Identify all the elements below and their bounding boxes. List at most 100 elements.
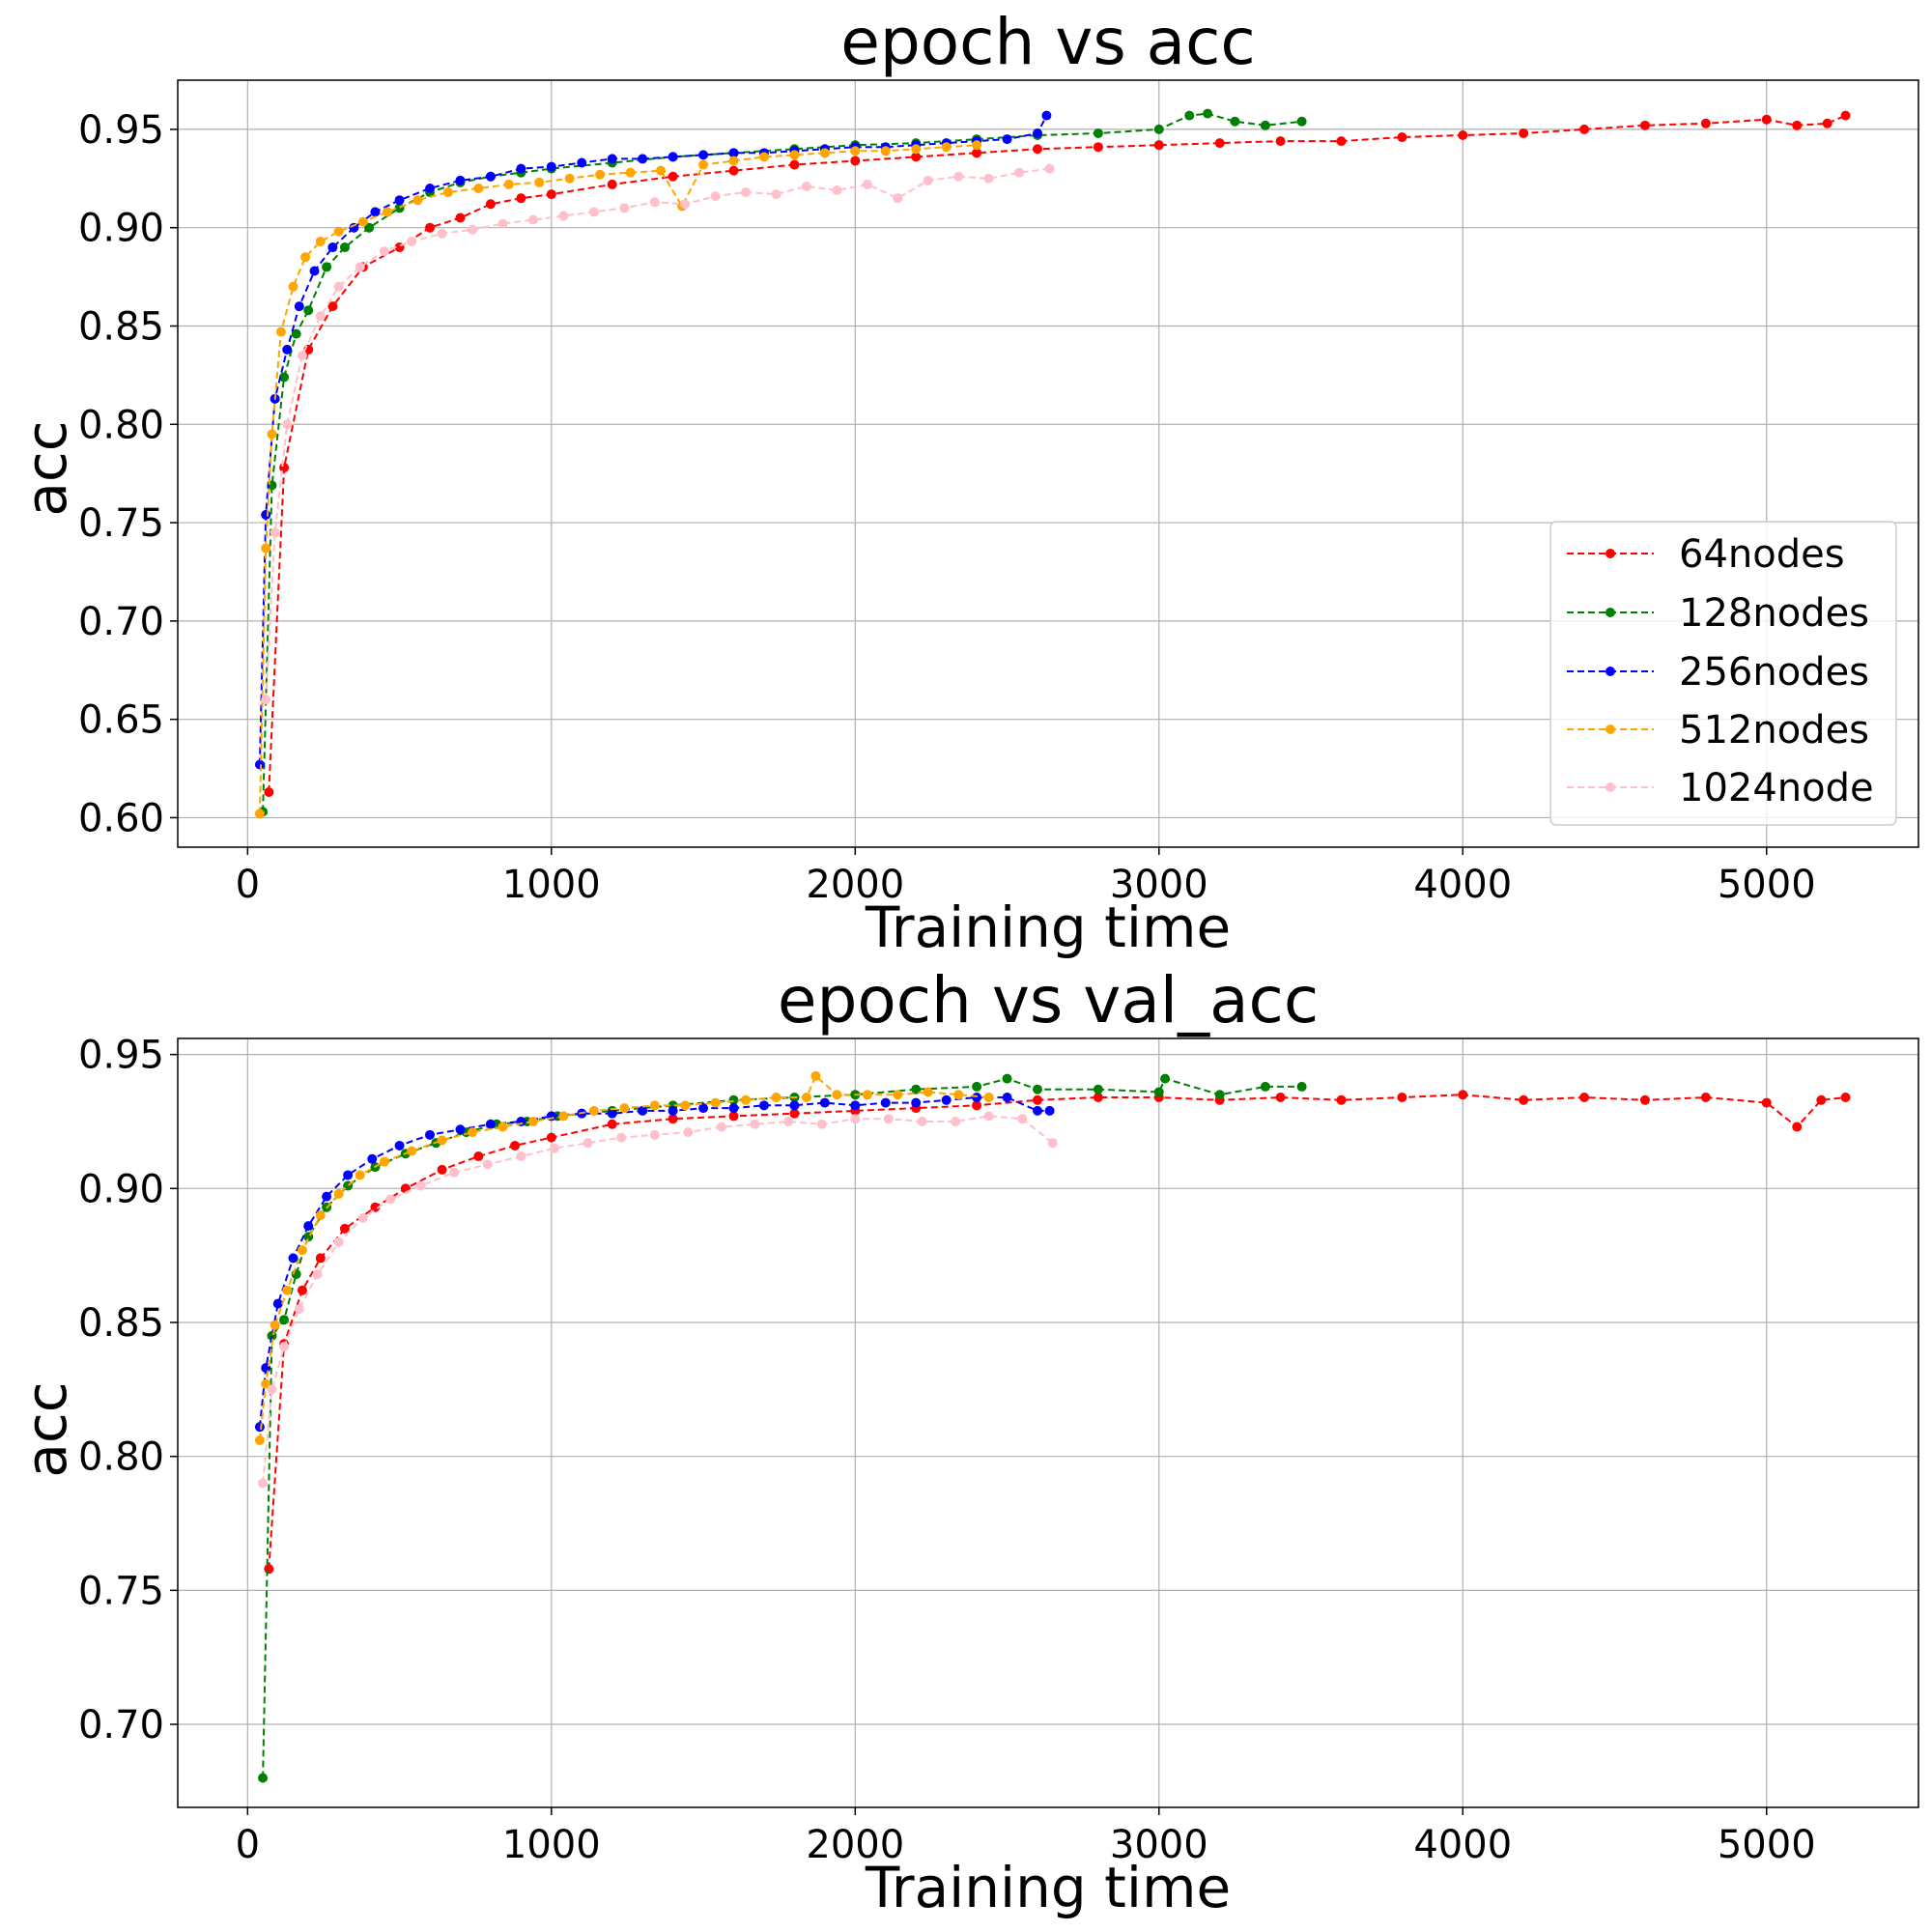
- legend: 64nodes 128nodes 256nodes 512nodes 1024n: [1549, 521, 1897, 826]
- y-tick-label: 0.70: [78, 600, 164, 644]
- x-axis-label: Training time: [865, 895, 1231, 960]
- y-tick-label: 0.90: [78, 207, 164, 251]
- series-64nodes-point: [1816, 1094, 1827, 1105]
- series-256nodes-point: [728, 1103, 739, 1114]
- series-256nodes-point: [1002, 134, 1012, 145]
- y-tick-label: 0.85: [78, 1301, 164, 1346]
- series-512nodes-point: [680, 1100, 691, 1111]
- series-1024node-point: [267, 1384, 277, 1395]
- series-512nodes-point: [771, 1093, 781, 1103]
- series-64nodes-point: [789, 1108, 800, 1119]
- series-512nodes-point: [355, 1170, 365, 1180]
- series-64nodes-point: [728, 165, 739, 176]
- x-axis-label: Training time: [865, 1855, 1231, 1920]
- series-128nodes-point: [1032, 1084, 1042, 1094]
- chart-epoch-vs-acc: epoch vs acc 0 1000 2000 3000 4000 5000 0.600…: [14, 5, 1919, 960]
- series-128nodes: [258, 1073, 1307, 1783]
- series-1024node-point: [333, 1236, 344, 1247]
- series-512nodes-point: [534, 177, 545, 187]
- y-axis-label: acc: [14, 420, 79, 516]
- series-64nodes-point: [425, 222, 436, 233]
- chart-title: epoch vs acc: [840, 5, 1255, 79]
- series-64nodes-point: [789, 159, 800, 170]
- series-256nodes-point: [728, 148, 739, 158]
- series-64nodes-point: [1397, 132, 1407, 143]
- series-1024node-point: [923, 175, 933, 185]
- x-tick-label: 3000: [1110, 863, 1208, 907]
- series-512nodes-point: [880, 146, 891, 156]
- series-64nodes-point: [1275, 136, 1286, 147]
- series-64nodes-point: [1153, 140, 1164, 151]
- series-256nodes-point: [455, 1124, 466, 1135]
- series-128nodes-point: [279, 372, 290, 383]
- series-64nodes-point: [728, 1111, 739, 1122]
- series-64nodes-point: [1275, 1093, 1286, 1103]
- series-256nodes: [254, 110, 1052, 770]
- series-64nodes-point: [607, 179, 617, 189]
- series-512nodes-point: [282, 1285, 293, 1295]
- legend-label-64nodes: 64nodes: [1679, 532, 1845, 577]
- series-64nodes-point: [264, 786, 274, 797]
- series-64nodes-point: [1822, 118, 1833, 128]
- series-256nodes-point: [288, 1253, 298, 1264]
- series-64nodes-point: [279, 463, 290, 473]
- series-512nodes-point: [300, 252, 311, 263]
- series-128nodes-point: [1214, 1090, 1225, 1100]
- series-256nodes-point: [343, 1170, 354, 1180]
- series-1024node-point: [1017, 1114, 1028, 1124]
- series-256nodes-point: [638, 154, 648, 164]
- series-64nodes-point: [1093, 1093, 1103, 1103]
- series-512nodes-point: [382, 207, 392, 217]
- series-512nodes-point: [698, 159, 709, 170]
- series-512nodes-point: [468, 1127, 478, 1138]
- series-128nodes-point: [339, 242, 350, 253]
- series-512nodes-point: [710, 1097, 721, 1108]
- series-256nodes-point: [309, 266, 320, 276]
- series-64nodes: [264, 110, 1851, 797]
- series-1024node-point: [953, 171, 964, 182]
- x-tick-label: 3000: [1110, 1823, 1208, 1867]
- y-tick-label: 0.85: [78, 304, 164, 349]
- series-512nodes-point: [728, 156, 739, 166]
- series-256nodes-point: [425, 183, 436, 193]
- x-tick-label: 4000: [1413, 863, 1512, 907]
- series-256nodes-point: [425, 1129, 436, 1140]
- series-128nodes-point: [364, 222, 375, 233]
- series-512nodes-point: [315, 236, 326, 246]
- series-256nodes-point: [294, 301, 304, 312]
- series-512nodes-line: [258, 1074, 989, 1441]
- series-256nodes-line: [258, 1096, 1050, 1428]
- series-64nodes-point: [297, 1285, 307, 1295]
- series-64nodes-point: [1397, 1093, 1407, 1103]
- series-256nodes-line: [258, 115, 1048, 765]
- series-64nodes-point: [1458, 130, 1468, 141]
- series-512nodes-point: [758, 152, 769, 162]
- series-128nodes-point: [1260, 1081, 1270, 1092]
- legend-label-128nodes: 128nodes: [1679, 591, 1869, 636]
- series-1024node-point: [297, 351, 307, 361]
- series-128nodes-point: [728, 1094, 739, 1105]
- series-512nodes-point: [442, 187, 453, 198]
- x-tick-label: 2000: [806, 863, 904, 907]
- series-128nodes-point: [322, 262, 332, 272]
- series-1024node-point: [558, 211, 569, 221]
- series-512nodes-point: [503, 179, 514, 189]
- series-1024node-point: [415, 1180, 426, 1191]
- y-axis-label: acc: [14, 1381, 79, 1477]
- series-512nodes-point: [412, 195, 423, 206]
- series-1024node-point: [449, 1167, 460, 1178]
- series-256nodes-point: [972, 1093, 982, 1103]
- series-512nodes-point: [254, 1435, 265, 1446]
- series-1024node-point: [527, 214, 538, 225]
- series-128nodes-point: [1296, 1081, 1307, 1092]
- series-256nodes-point: [880, 1097, 891, 1108]
- series-64nodes-point: [1792, 120, 1803, 130]
- series-256nodes-point: [322, 1191, 332, 1202]
- series-64nodes-point: [327, 301, 338, 312]
- series-512nodes-point: [333, 226, 344, 237]
- legend-label-1024node: 1024node: [1679, 766, 1874, 810]
- x-tick-label: 0: [236, 863, 260, 907]
- series-256nodes-point: [941, 1094, 952, 1105]
- series-1024node-point: [816, 1119, 827, 1129]
- series-64nodes-point: [1519, 1094, 1529, 1105]
